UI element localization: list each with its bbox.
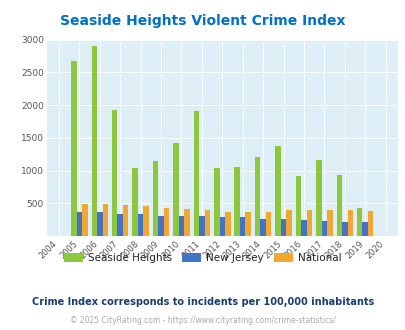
Bar [356, 209, 362, 236]
Bar [204, 211, 210, 236]
Bar [245, 212, 250, 236]
Bar [158, 216, 163, 236]
Bar [178, 216, 184, 236]
Bar [326, 211, 332, 236]
Bar [132, 168, 138, 236]
Bar [301, 219, 306, 236]
Bar [306, 211, 311, 236]
Bar [347, 211, 352, 236]
Bar [286, 211, 291, 236]
Bar [123, 205, 128, 236]
Bar [117, 214, 123, 236]
Bar [138, 214, 143, 236]
Bar [260, 219, 265, 236]
Bar [315, 160, 321, 236]
Bar [265, 212, 271, 236]
Bar [336, 175, 341, 236]
Bar [224, 212, 230, 236]
Text: © 2025 CityRating.com - https://www.cityrating.com/crime-statistics/: © 2025 CityRating.com - https://www.city… [70, 316, 335, 325]
Bar [102, 204, 108, 236]
Bar [254, 157, 260, 236]
Bar [97, 213, 102, 236]
Bar [295, 176, 301, 236]
Bar [71, 61, 77, 236]
Bar [198, 216, 204, 236]
Bar [234, 167, 239, 236]
Text: Crime Index corresponds to incidents per 100,000 inhabitants: Crime Index corresponds to incidents per… [32, 297, 373, 307]
Bar [193, 111, 198, 236]
Text: Seaside Heights Violent Crime Index: Seaside Heights Violent Crime Index [60, 15, 345, 28]
Bar [163, 208, 169, 236]
Bar [280, 219, 286, 236]
Legend: Seaside Heights, New Jersey, National: Seaside Heights, New Jersey, National [60, 248, 345, 267]
Bar [219, 217, 224, 236]
Bar [213, 168, 219, 236]
Bar [275, 146, 280, 236]
Bar [82, 204, 87, 236]
Bar [321, 220, 326, 236]
Bar [152, 161, 158, 236]
Bar [112, 110, 117, 236]
Bar [143, 206, 149, 236]
Bar [173, 143, 178, 236]
Bar [77, 213, 82, 236]
Bar [367, 211, 373, 236]
Bar [362, 222, 367, 236]
Bar [341, 222, 347, 236]
Bar [239, 217, 245, 236]
Bar [91, 46, 97, 236]
Bar [184, 209, 189, 236]
